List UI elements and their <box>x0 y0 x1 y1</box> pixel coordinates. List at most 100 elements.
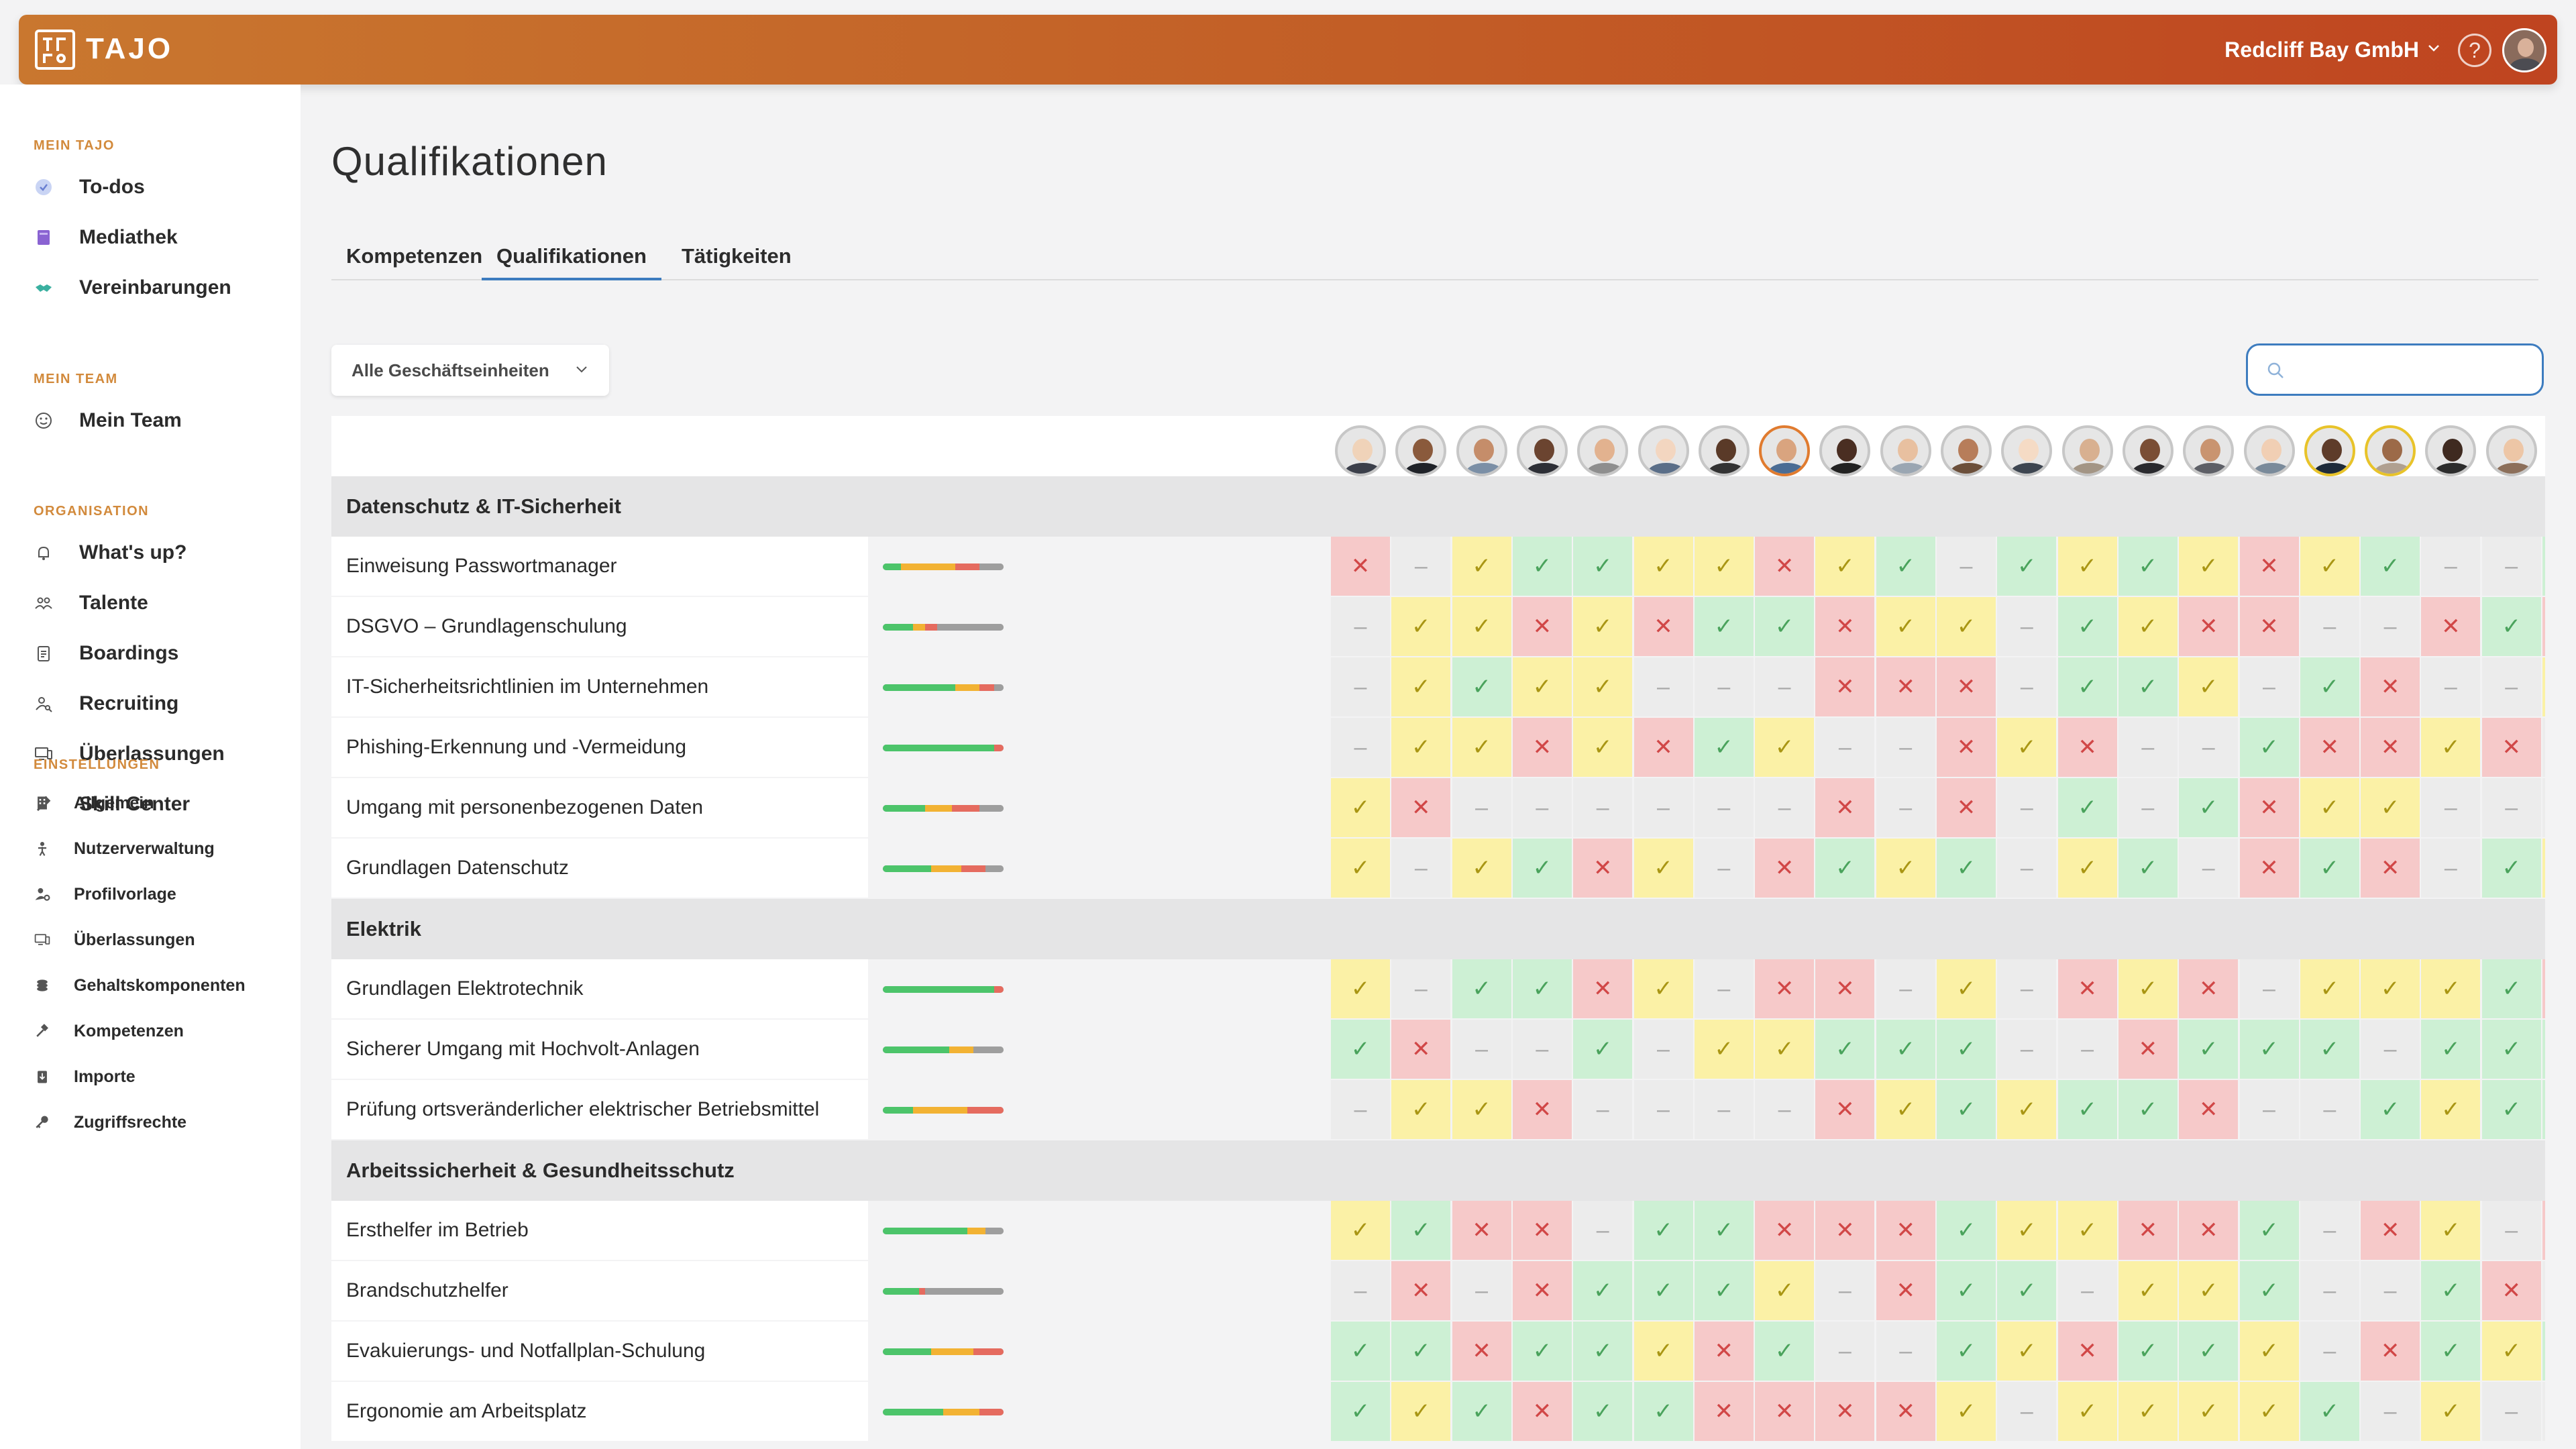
missing-cell[interactable]: ✕ <box>1755 537 1815 596</box>
not-required-cell[interactable]: – <box>2179 718 2239 777</box>
not-required-cell[interactable]: – <box>1997 839 2057 898</box>
chevron-down-icon[interactable] <box>2424 39 2443 58</box>
missing-cell[interactable]: ✕ <box>1876 1382 1935 1441</box>
not-required-cell[interactable]: – <box>2542 718 2545 777</box>
not-required-cell[interactable]: – <box>1452 1261 1511 1320</box>
expiring-cell[interactable]: ✓ <box>1391 597 1451 656</box>
qualified-cell[interactable]: ✓ <box>2542 1322 2545 1381</box>
not-required-cell[interactable]: – <box>2300 1201 2359 1260</box>
expiring-cell[interactable]: ✓ <box>2421 1080 2481 1139</box>
not-required-cell[interactable]: – <box>2361 1382 2420 1441</box>
missing-cell[interactable]: ✕ <box>2239 778 2299 837</box>
missing-cell[interactable]: ✕ <box>2361 657 2420 716</box>
qualification-name[interactable]: Ersthelfer im Betrieb <box>331 1201 1004 1260</box>
qualified-cell[interactable]: ✓ <box>1755 1322 1815 1381</box>
business-unit-filter[interactable]: Alle Geschäftseinheiten <box>331 345 609 396</box>
employee-avatar[interactable] <box>1819 425 1871 476</box>
not-required-cell[interactable]: – <box>1512 778 1572 837</box>
search-input[interactable] <box>2246 343 2544 396</box>
missing-cell[interactable]: ✕ <box>1452 1201 1511 1260</box>
qualification-name[interactable]: Brandschutzhelfer <box>331 1261 1004 1320</box>
qualified-cell[interactable]: ✓ <box>1694 718 1754 777</box>
missing-cell[interactable]: ✕ <box>2300 718 2359 777</box>
not-required-cell[interactable]: – <box>1815 1261 1875 1320</box>
expiring-cell[interactable]: ✓ <box>1815 537 1875 596</box>
expiring-cell[interactable]: ✓ <box>2542 657 2545 716</box>
expiring-cell[interactable]: ✓ <box>1997 1080 2057 1139</box>
not-required-cell[interactable]: – <box>1694 839 1754 898</box>
missing-cell[interactable]: ✕ <box>2481 1261 2541 1320</box>
qualified-cell[interactable]: ✓ <box>2481 597 2541 656</box>
not-required-cell[interactable]: – <box>1573 778 1633 837</box>
missing-cell[interactable]: ✕ <box>2118 1201 2178 1260</box>
expiring-cell[interactable]: ✓ <box>1876 839 1935 898</box>
expiring-cell[interactable]: ✓ <box>1391 1080 1451 1139</box>
qualified-cell[interactable]: ✓ <box>1452 1382 1511 1441</box>
company-switcher-label[interactable]: Redcliff Bay GmbH <box>2224 38 2419 62</box>
expiring-cell[interactable]: ✓ <box>1391 1382 1451 1441</box>
not-required-cell[interactable]: – <box>2239 959 2299 1018</box>
sidebar-item[interactable]: Nutzerverwaltung <box>34 830 288 867</box>
qualified-cell[interactable]: ✓ <box>2481 1020 2541 1079</box>
missing-cell[interactable]: ✕ <box>1512 718 1572 777</box>
missing-cell[interactable]: ✕ <box>2361 1322 2420 1381</box>
not-required-cell[interactable]: – <box>2118 778 2178 837</box>
qualified-cell[interactable]: ✓ <box>1452 657 1511 716</box>
not-required-cell[interactable]: – <box>1755 778 1815 837</box>
not-required-cell[interactable]: – <box>1997 778 2057 837</box>
not-required-cell[interactable]: – <box>1331 718 1390 777</box>
sidebar-item[interactable]: Mediathek <box>34 219 288 256</box>
missing-cell[interactable]: ✕ <box>2361 718 2420 777</box>
not-required-cell[interactable]: – <box>2481 537 2541 596</box>
not-required-cell[interactable]: – <box>1755 657 1815 716</box>
missing-cell[interactable]: ✕ <box>1815 1382 1875 1441</box>
not-required-cell[interactable]: – <box>2481 1382 2541 1441</box>
qualified-cell[interactable]: ✓ <box>1573 537 1633 596</box>
qualification-name[interactable]: Grundlagen Datenschutz <box>331 839 1004 898</box>
expiring-cell[interactable]: ✓ <box>2361 778 2420 837</box>
not-required-cell[interactable]: – <box>1331 657 1390 716</box>
qualified-cell[interactable]: ✓ <box>1331 1322 1390 1381</box>
qualified-cell[interactable]: ✓ <box>2481 839 2541 898</box>
not-required-cell[interactable]: – <box>1633 657 1693 716</box>
tajo-logo-icon[interactable] <box>35 30 75 70</box>
employee-avatar[interactable] <box>1516 425 1568 476</box>
not-required-cell[interactable]: – <box>1331 1261 1390 1320</box>
not-required-cell[interactable]: – <box>2421 537 2481 596</box>
qualified-cell[interactable]: ✓ <box>1937 1261 1996 1320</box>
qualified-cell[interactable]: ✓ <box>1876 537 1935 596</box>
expiring-cell[interactable]: ✓ <box>1755 718 1815 777</box>
missing-cell[interactable]: ✕ <box>2421 597 2481 656</box>
expiring-cell[interactable]: ✓ <box>2481 1322 2541 1381</box>
expiring-cell[interactable]: ✓ <box>1331 1201 1390 1260</box>
sidebar-item[interactable]: What's up? <box>34 534 288 572</box>
expiring-cell[interactable]: ✓ <box>1755 1261 1815 1320</box>
qualified-cell[interactable]: ✓ <box>1694 597 1754 656</box>
expiring-cell[interactable]: ✓ <box>2179 537 2239 596</box>
missing-cell[interactable]: ✕ <box>2057 718 2117 777</box>
qualified-cell[interactable]: ✓ <box>2361 1080 2420 1139</box>
employee-avatar[interactable] <box>2243 425 2295 476</box>
employee-avatar[interactable] <box>2122 425 2174 476</box>
qualification-name[interactable]: DSGVO – Grundlagenschulung <box>331 597 1004 656</box>
qualified-cell[interactable]: ✓ <box>1876 1020 1935 1079</box>
employee-avatar[interactable] <box>2001 425 2053 476</box>
not-required-cell[interactable]: – <box>2481 1201 2541 1260</box>
qualification-name[interactable]: IT-Sicherheitsrichtlinien im Unternehmen <box>331 657 1004 716</box>
qualified-cell[interactable]: ✓ <box>1815 1020 1875 1079</box>
sidebar-item[interactable]: Talente <box>34 584 288 622</box>
qualified-cell[interactable]: ✓ <box>2542 1080 2545 1139</box>
expiring-cell[interactable]: ✓ <box>2239 1322 2299 1381</box>
qualified-cell[interactable]: ✓ <box>2118 839 2178 898</box>
qualification-name[interactable]: Sicherer Umgang mit Hochvolt-Anlagen <box>331 1020 1004 1079</box>
expiring-cell[interactable]: ✓ <box>2300 959 2359 1018</box>
not-required-cell[interactable]: – <box>1876 718 1935 777</box>
not-required-cell[interactable]: – <box>2421 778 2481 837</box>
missing-cell[interactable]: ✕ <box>1815 1201 1875 1260</box>
missing-cell[interactable]: ✕ <box>1391 778 1451 837</box>
missing-cell[interactable]: ✕ <box>1755 1382 1815 1441</box>
expiring-cell[interactable]: ✓ <box>2300 537 2359 596</box>
employee-avatar[interactable] <box>2304 425 2355 476</box>
qualified-cell[interactable]: ✓ <box>2179 1322 2239 1381</box>
qualified-cell[interactable]: ✓ <box>2239 1020 2299 1079</box>
